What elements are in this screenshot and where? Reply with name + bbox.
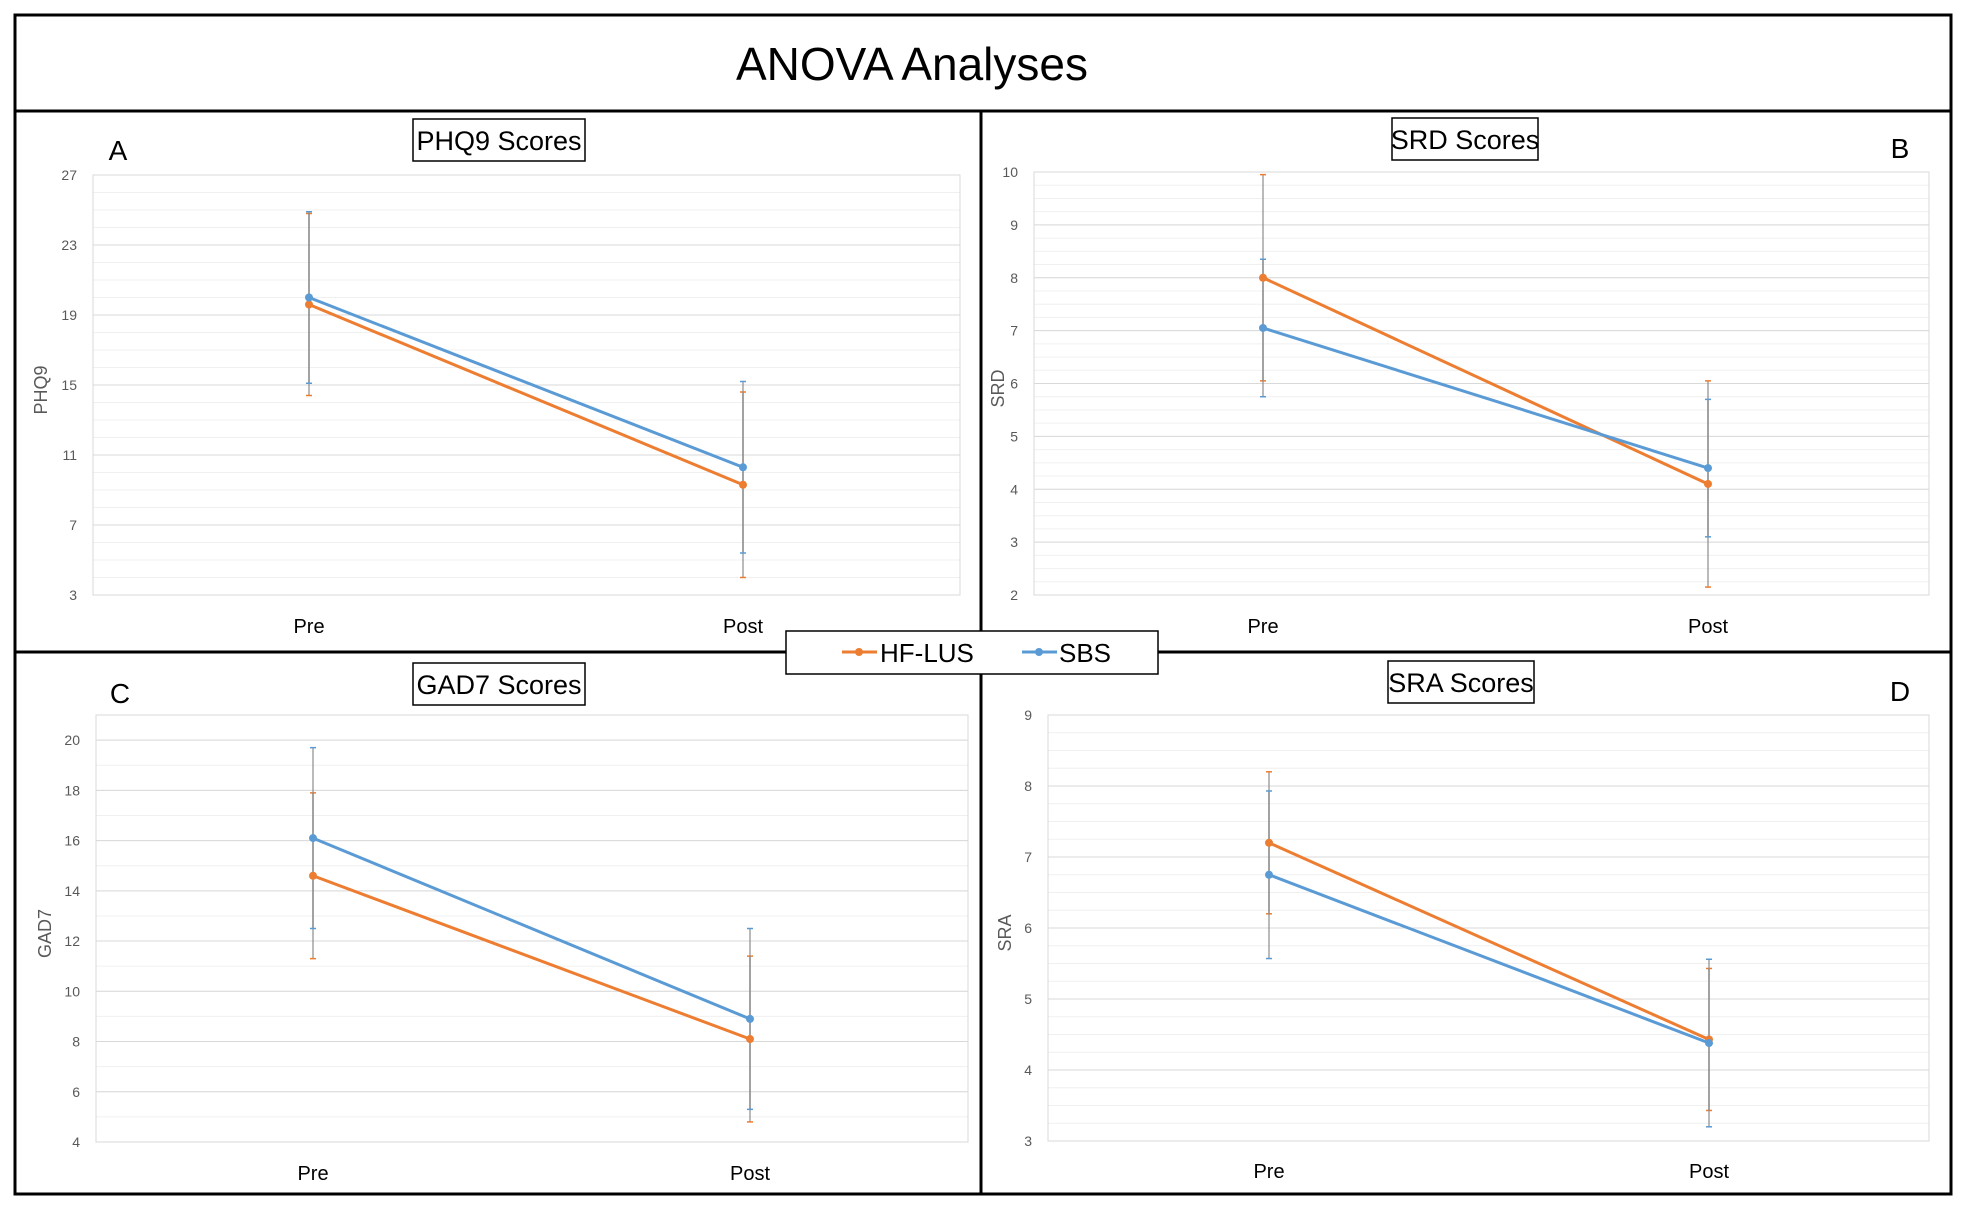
panel-title-box bbox=[1391, 117, 1539, 161]
plot-area bbox=[1033, 171, 1930, 596]
y-tick-label: 5 bbox=[1024, 991, 1032, 1007]
x-category-label-pre: Pre bbox=[293, 616, 324, 638]
y-tick-label: 7 bbox=[1010, 323, 1018, 339]
x-category-label-pre: Pre bbox=[1247, 616, 1278, 638]
y-tick-label: 4 bbox=[1024, 1062, 1032, 1078]
series-line-hf-lus bbox=[1268, 841, 1710, 1041]
y-tick-label: 7 bbox=[1024, 849, 1032, 865]
data-point-sbs bbox=[309, 834, 317, 843]
plot-area bbox=[95, 714, 969, 1143]
series-line-sbs bbox=[308, 296, 744, 469]
panel-letter: B bbox=[1891, 133, 1910, 164]
x-category-label-post: Post bbox=[1689, 1161, 1729, 1183]
data-point-sbs bbox=[1259, 323, 1267, 332]
y-tick-label: 18 bbox=[64, 782, 80, 798]
legend-label-sbs: SBS bbox=[1059, 638, 1111, 668]
y-tick-label: 7 bbox=[69, 517, 77, 533]
y-tick-label: 4 bbox=[72, 1134, 80, 1150]
data-point-sbs bbox=[1705, 1039, 1713, 1048]
y-tick-label: 6 bbox=[72, 1084, 80, 1100]
y-tick-label: 15 bbox=[61, 377, 77, 393]
panel-b-srd: 2 3 4 5 6 7 8 9 10 SRD Pre Post SRD Scores B bbox=[988, 117, 1930, 638]
series-line-hf-lus bbox=[1262, 276, 1709, 486]
title-box bbox=[13, 13, 1953, 113]
plot-area bbox=[92, 174, 961, 596]
data-point-hf-lus bbox=[1265, 838, 1273, 847]
data-point-hf-lus bbox=[309, 871, 317, 880]
legend: HF-LUS SBS bbox=[785, 630, 1159, 675]
data-point-sbs bbox=[1265, 870, 1273, 879]
x-category-label-post: Post bbox=[723, 616, 763, 638]
data-point-sbs bbox=[305, 293, 313, 302]
series-line-hf-lus bbox=[308, 303, 744, 487]
y-axis-label: PHQ9 bbox=[31, 365, 51, 414]
y-tick-label: 11 bbox=[62, 447, 77, 463]
y-tick-label: 2 bbox=[1010, 587, 1018, 603]
panel-title: SRA Scores bbox=[1388, 668, 1534, 698]
y-axis-label: SRD bbox=[988, 369, 1008, 407]
data-point-hf-lus bbox=[1704, 479, 1712, 488]
y-tick-label: 27 bbox=[61, 167, 77, 183]
data-point-hf-lus bbox=[739, 480, 747, 489]
x-category-label-pre: Pre bbox=[297, 1163, 328, 1185]
panel-d-sra: 3 4 5 6 7 8 9 SRA Pre Post SRA Scores D bbox=[995, 660, 1930, 1183]
panel-letter: C bbox=[110, 678, 130, 709]
legend-label-hf-lus: HF-LUS bbox=[880, 638, 974, 668]
x-category-label-post: Post bbox=[1688, 616, 1728, 638]
y-tick-label: 23 bbox=[61, 237, 77, 253]
y-tick-label: 20 bbox=[64, 732, 80, 748]
y-tick-label: 5 bbox=[1010, 428, 1018, 444]
data-point-sbs bbox=[746, 1014, 754, 1023]
series-line-sbs bbox=[1268, 873, 1710, 1045]
data-point-sbs bbox=[739, 463, 747, 472]
legend-marker-hf-lus bbox=[855, 648, 863, 656]
y-tick-label: 8 bbox=[1024, 778, 1032, 794]
x-category-label-post: Post bbox=[730, 1163, 770, 1185]
data-point-hf-lus bbox=[746, 1035, 754, 1044]
panel-title: GAD7 Scores bbox=[416, 670, 581, 700]
y-tick-label: 8 bbox=[72, 1034, 80, 1050]
y-tick-label: 6 bbox=[1010, 376, 1018, 392]
panel-title-box bbox=[412, 118, 586, 162]
y-tick-label: 12 bbox=[64, 933, 80, 949]
series-line-hf-lus bbox=[312, 874, 751, 1041]
y-tick-label: 14 bbox=[64, 883, 80, 899]
y-tick-label: 3 bbox=[1010, 534, 1018, 550]
y-tick-label: 6 bbox=[1024, 920, 1032, 936]
data-point-sbs bbox=[1704, 464, 1712, 473]
panel-a-phq9: 3 7 11 15 19 23 27 PHQ9 Pre Post PHQ9 Scores A bbox=[31, 118, 961, 638]
x-category-label-pre: Pre bbox=[1253, 1161, 1284, 1183]
y-tick-label: 10 bbox=[64, 983, 80, 999]
series-line-sbs bbox=[312, 836, 751, 1021]
panel-title-box bbox=[1387, 660, 1535, 704]
panel-title: PHQ9 Scores bbox=[416, 126, 581, 156]
panel-letter: D bbox=[1890, 676, 1910, 707]
y-tick-label: 9 bbox=[1010, 217, 1018, 233]
panel-title-box bbox=[412, 662, 586, 706]
y-axis-label: GAD7 bbox=[35, 909, 55, 958]
y-tick-label: 3 bbox=[69, 587, 77, 603]
y-tick-label: 10 bbox=[1002, 164, 1018, 180]
data-point-hf-lus bbox=[305, 300, 313, 309]
y-axis-label: SRA bbox=[995, 914, 1015, 951]
panel-letter: A bbox=[109, 135, 128, 166]
panel-title: SRD Scores bbox=[1391, 125, 1540, 155]
plot-area bbox=[1047, 714, 1930, 1142]
data-point-hf-lus bbox=[1259, 273, 1267, 282]
series-line-sbs bbox=[1262, 326, 1709, 470]
y-tick-label: 8 bbox=[1010, 270, 1018, 286]
y-tick-label: 16 bbox=[64, 833, 80, 849]
y-tick-label: 9 bbox=[1024, 707, 1032, 723]
y-tick-label: 4 bbox=[1010, 481, 1018, 497]
panel-c-gad7: 4 6 8 10 12 14 16 18 20 GAD7 Pre Post GAD7 Scores C bbox=[35, 662, 969, 1185]
y-tick-label: 19 bbox=[61, 307, 77, 323]
y-tick-label: 3 bbox=[1024, 1133, 1032, 1149]
figure-title: ANOVA Analyses bbox=[736, 38, 1088, 90]
legend-marker-sbs bbox=[1035, 648, 1043, 656]
